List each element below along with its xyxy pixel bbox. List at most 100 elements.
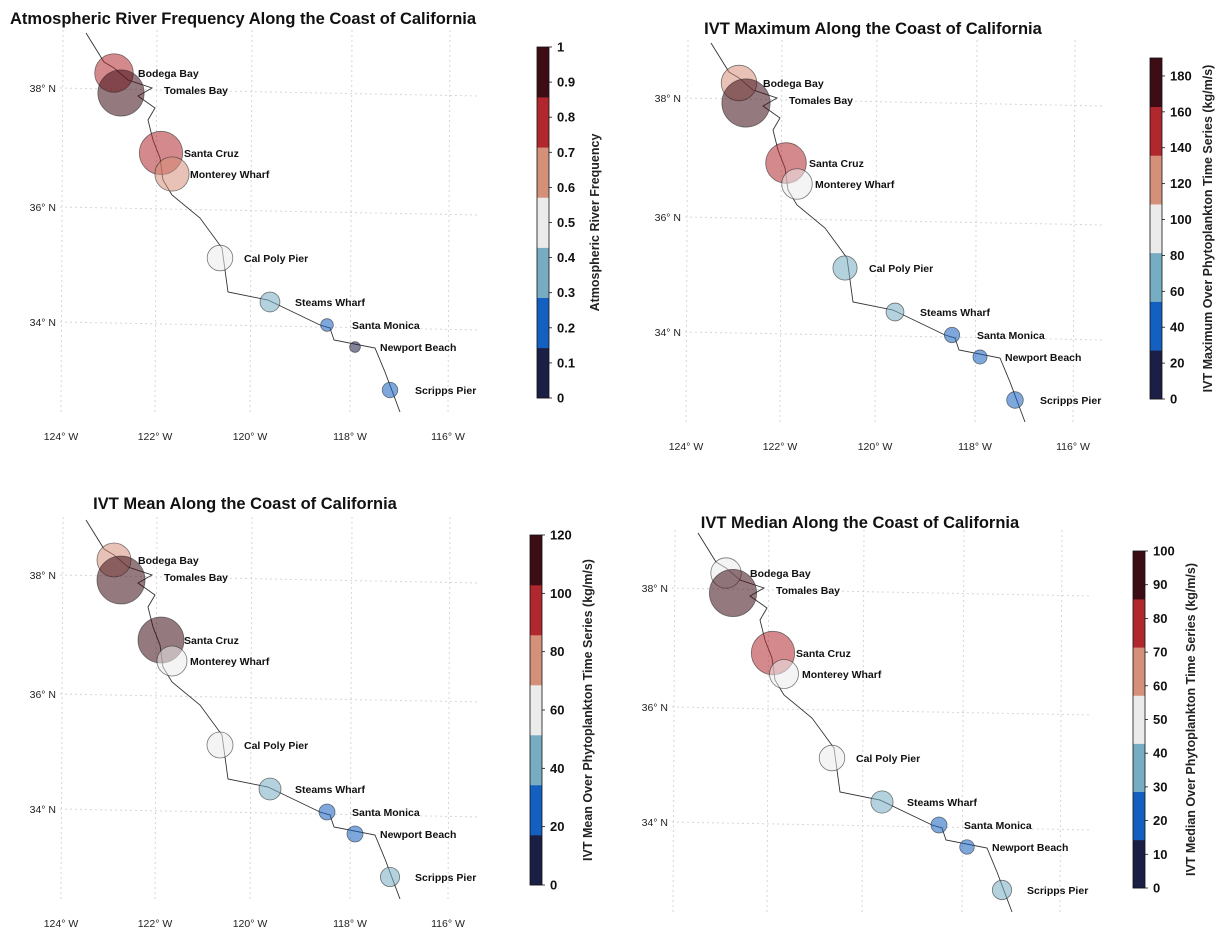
colorbar-segment <box>537 297 549 349</box>
longitude-gridline <box>349 29 353 416</box>
latitude-tick-label: 38° N <box>642 583 668 595</box>
colorbar-tick-label: 0.9 <box>557 75 575 90</box>
colorbar-tick-label: 60 <box>1153 678 1167 693</box>
site-marker <box>721 78 771 128</box>
map-panel: Atmospheric River Frequency Along the Co… <box>10 10 602 443</box>
site-label: Santa Cruz <box>796 648 851 660</box>
colorbar-title: Atmospheric River Frequency <box>588 134 602 312</box>
colorbar-tick-label: 0 <box>1153 881 1160 896</box>
longitude-gridline <box>60 516 64 903</box>
colorbar-tick-label: 30 <box>1153 779 1167 794</box>
site-label: Newport Beach <box>992 842 1068 854</box>
latitude-tick-label: 38° N <box>30 570 56 582</box>
colorbar-tick-label: 0.2 <box>557 320 575 335</box>
colorbar-tick-label: 90 <box>1153 577 1167 592</box>
colorbar: 0 20 40 60 80 100 120 IVT Mean Over Phytoplankt… <box>529 528 595 893</box>
colorbar-segment <box>530 735 542 786</box>
site-label: Tomales Bay <box>164 572 228 584</box>
colorbar-tick-label: 0.8 <box>557 110 575 125</box>
colorbar-tick-label: 80 <box>550 644 564 659</box>
site-marker <box>930 816 948 834</box>
site-label: Tomales Bay <box>776 585 840 597</box>
site-label: Santa Monica <box>964 820 1032 832</box>
longitude-gridline <box>249 516 253 903</box>
longitude-tick-label: 116° W <box>431 431 465 443</box>
site-marker <box>832 255 858 281</box>
latitude-tick-label: 34° N <box>642 817 668 829</box>
map-panels: Atmospheric River Frequency Along the Co… <box>10 10 1215 932</box>
colorbar-title: IVT Median Over Phytoplankton Time Serie… <box>1184 563 1198 876</box>
site-marker <box>709 569 758 618</box>
latitude-tick-label: 36° N <box>655 212 681 224</box>
longitude-tick-label: 118° W <box>333 431 367 443</box>
site-marker <box>154 156 190 192</box>
site-marker <box>379 867 400 888</box>
site-label: Newport Beach <box>380 342 456 354</box>
site-label: Santa Cruz <box>184 148 239 160</box>
latitude-tick-label: 36° N <box>642 702 668 714</box>
longitude-tick-label: 122° W <box>763 441 798 453</box>
colorbar-frame <box>1149 57 1163 400</box>
site-marker <box>769 659 799 689</box>
colorbar-tick-label: 0.7 <box>557 145 575 160</box>
colorbar-segment <box>537 47 549 98</box>
site-label: Bodega Bay <box>138 68 199 80</box>
site-label: Steams Wharf <box>295 297 366 309</box>
colorbar-segment <box>1150 155 1162 205</box>
site-label: Monterey Wharf <box>815 179 895 191</box>
longitude-gridline <box>766 529 770 916</box>
longitude-tick-label: 120° W <box>233 918 268 930</box>
colorbar-tick-label: 70 <box>1153 645 1167 660</box>
longitude-tick-label: 124° W <box>669 441 704 453</box>
colorbar-segment <box>1150 301 1162 351</box>
latitude-gridline <box>684 331 1106 341</box>
site-label: Santa Monica <box>352 320 420 332</box>
latitude-tick-label: 38° N <box>655 93 681 105</box>
longitude-gridline <box>961 529 965 916</box>
site-marker <box>1006 391 1024 409</box>
site-label: Santa Monica <box>352 807 420 819</box>
colorbar-tick-label: 100 <box>1170 212 1192 227</box>
colorbar-tick-label: 0.5 <box>557 215 575 230</box>
site-marker <box>96 555 146 605</box>
site-label: Monterey Wharf <box>190 656 270 668</box>
site-marker <box>258 777 282 801</box>
longitude-gridline <box>1072 39 1076 426</box>
colorbar-segment <box>1150 252 1162 302</box>
site-marker <box>346 825 364 843</box>
site-label: Scripps Pier <box>415 872 476 884</box>
site-label: Monterey Wharf <box>802 669 882 681</box>
colorbar: 0 10 20 30 40 50 60 70 80 90 100 IVT Median Over Ph… <box>1132 544 1198 896</box>
colorbar-segment <box>1133 551 1145 600</box>
site-marker <box>349 341 361 353</box>
colorbar-segment <box>1133 839 1145 889</box>
map-panel: IVT Maximum Along the Coast of Californi… <box>655 20 1215 453</box>
colorbar-segment <box>530 685 542 736</box>
colorbar-segment <box>537 147 549 198</box>
colorbar-tick-label: 40 <box>1170 320 1184 335</box>
site-marker <box>943 326 961 344</box>
site-label: Bodega Bay <box>763 78 824 90</box>
site-label: Bodega Bay <box>750 568 811 580</box>
colorbar: 0 0.1 0.2 0.3 0.4 0.5 0.6 0.7 0.8 0.9 1 Atmospheric… <box>536 40 602 406</box>
latitude-tick-label: 34° N <box>30 317 56 329</box>
map-panel: IVT Mean Along the Coast of California 38… <box>30 495 595 930</box>
site-marker <box>818 744 846 772</box>
site-label: Tomales Bay <box>789 95 853 107</box>
colorbar-tick-label: 100 <box>1153 544 1175 559</box>
colorbar-tick-label: 60 <box>550 703 564 718</box>
colorbar-tick-label: 0.4 <box>557 250 576 265</box>
colorbar-segment <box>1133 695 1145 744</box>
longitude-gridline <box>60 29 64 416</box>
colorbar-tick-label: 120 <box>550 528 572 543</box>
latitude-gridline <box>671 706 1093 716</box>
colorbar-segment <box>537 347 549 399</box>
graticule <box>59 29 481 416</box>
colorbar-tick-label: 0 <box>557 391 564 406</box>
site-marker <box>318 803 336 821</box>
colorbar-segment <box>530 785 542 836</box>
longitude-tick-label: 124° W <box>44 431 79 443</box>
colorbar-segment <box>530 835 542 886</box>
colorbar-segment <box>1150 350 1162 400</box>
